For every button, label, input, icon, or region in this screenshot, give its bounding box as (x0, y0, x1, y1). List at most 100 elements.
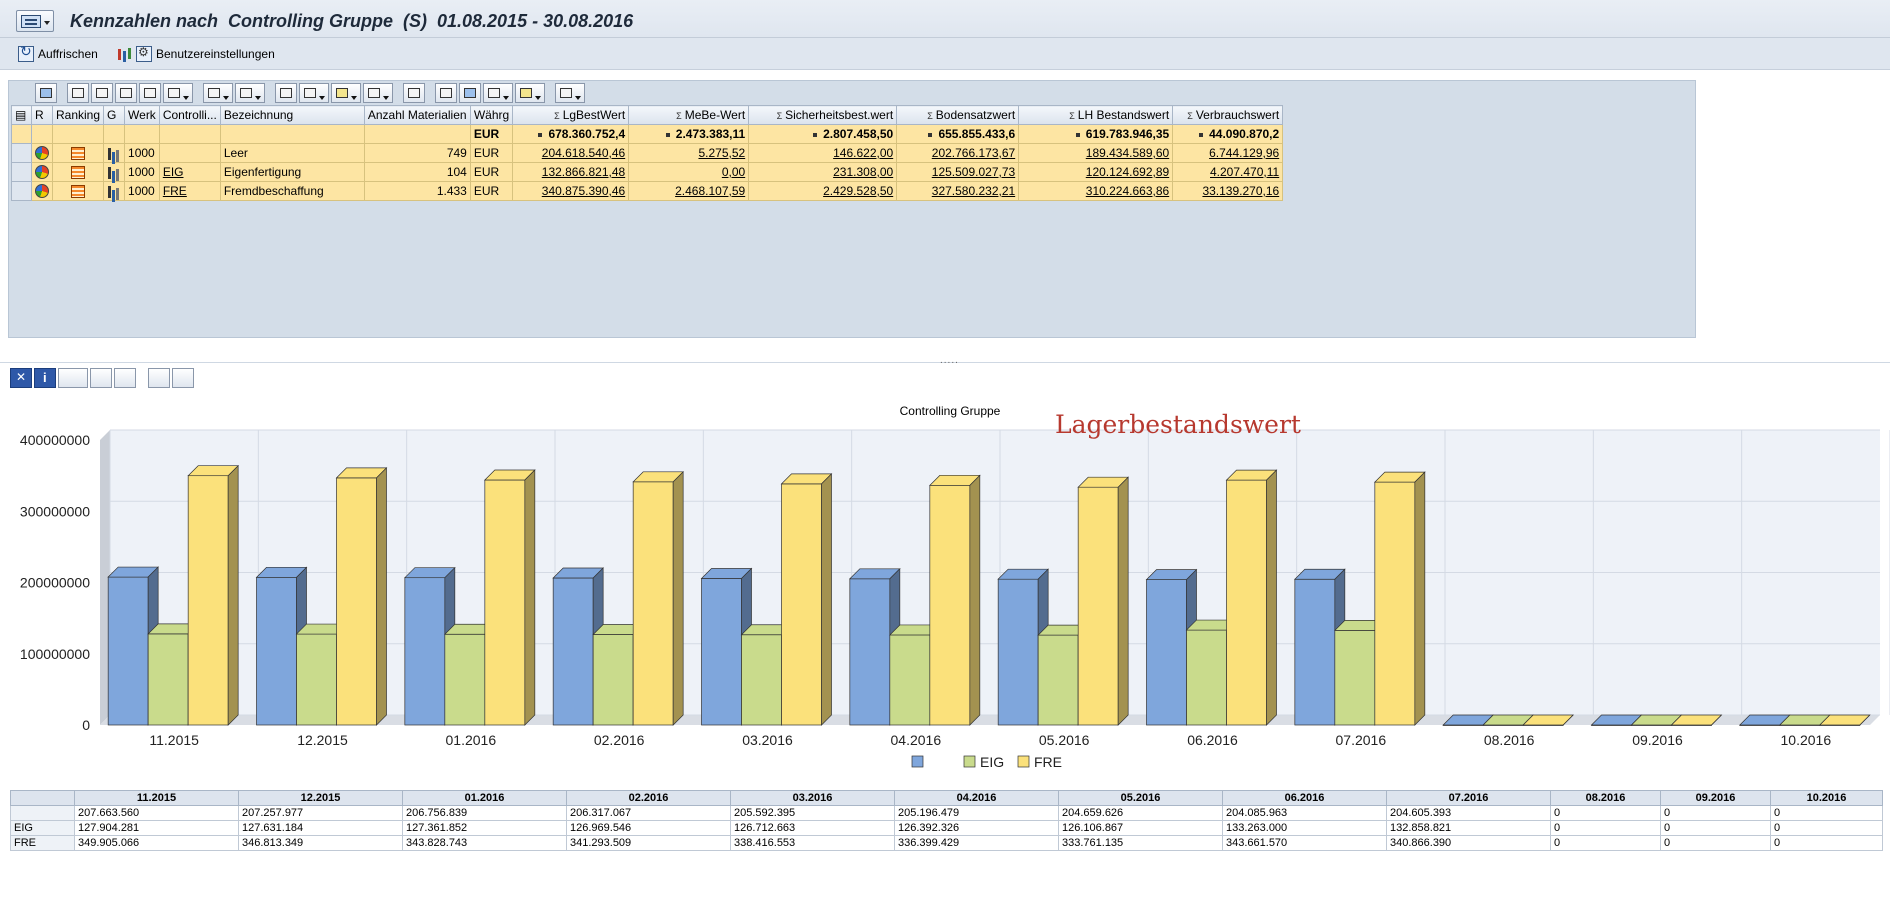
sort-desc-button[interactable] (91, 83, 113, 103)
chart-help-button[interactable] (90, 368, 112, 388)
chart-layout-button[interactable] (58, 368, 88, 388)
cell-sicherheit[interactable]: 231.308,00 (748, 162, 898, 182)
bar-front (187, 475, 229, 726)
y-tick-label: 200000000 (20, 575, 90, 591)
cell-mebe[interactable]: 0,00 (628, 162, 750, 182)
abc-analysis-button[interactable] (403, 83, 425, 103)
data-cell: 207.663.560 (74, 805, 239, 821)
bar-front (1037, 634, 1079, 726)
col-header-verbrauch[interactable]: Σ Verbrauchswert (1172, 105, 1284, 125)
row-selector[interactable] (11, 162, 32, 182)
chart-print-button[interactable] (172, 368, 194, 388)
cell-bodensatz[interactable]: 125.509.027,73 (896, 162, 1020, 182)
total-marker-icon (1075, 132, 1080, 137)
col-header-anzahl[interactable]: Anzahl Materialien (363, 105, 471, 125)
bar-front (701, 578, 742, 726)
annotation-label: Lagerbestandswert (1055, 410, 1301, 439)
splitter-handle[interactable]: ..... (940, 355, 959, 366)
cell-verbrauch[interactable]: 33.139.270,16 (1172, 181, 1284, 201)
views-button[interactable] (299, 83, 329, 103)
layout-button[interactable] (363, 83, 393, 103)
cell-count: 104 (363, 162, 471, 182)
ranking-list-icon[interactable] (71, 147, 86, 161)
col-header-lgbestwert[interactable]: Σ LgBestWert (512, 105, 630, 125)
data-cell: 341.293.509 (566, 835, 731, 851)
cell-verbrauch[interactable]: 4.207.470,11 (1172, 162, 1284, 182)
split-button[interactable] (483, 83, 513, 103)
system-menu-button[interactable] (16, 10, 54, 32)
graphic-button[interactable] (459, 83, 481, 103)
chart-info-button[interactable] (34, 368, 56, 388)
cell-group[interactable]: EIG (158, 162, 221, 182)
row-selector[interactable] (11, 143, 32, 163)
col-header-lh[interactable]: Σ LH Bestandswert (1018, 105, 1174, 125)
details-button[interactable] (35, 83, 57, 103)
user-settings-button[interactable]: Benutzereinstellungen (116, 45, 275, 62)
ranking-list-icon[interactable] (71, 185, 86, 199)
col-header-sicherheit[interactable]: Σ Sicherheitsbest.wert (748, 105, 898, 125)
bar-front (997, 578, 1039, 726)
tools-button[interactable] (555, 83, 585, 103)
row-selector[interactable] (11, 181, 32, 201)
row-selector[interactable] (11, 124, 32, 144)
chart-settings-button[interactable] (114, 368, 136, 388)
splitter[interactable] (0, 362, 1890, 366)
cell-sicherheit[interactable]: 146.622,00 (748, 143, 898, 163)
cell-lgbestwert[interactable]: 340.875.390,46 (512, 181, 630, 201)
cell-bodensatz[interactable]: 202.766.173,67 (896, 143, 1020, 163)
col-header-controlling[interactable]: Controlli... (158, 105, 221, 125)
chart-copy-button[interactable] (148, 368, 170, 388)
sum-button[interactable] (203, 83, 233, 103)
cell-mebe[interactable]: 2.468.107,59 (628, 181, 750, 201)
data-cell: 0 (1660, 820, 1771, 836)
sort-asc-button[interactable] (67, 83, 89, 103)
pie-chart-icon[interactable] (35, 146, 49, 161)
cell-group[interactable] (158, 143, 221, 163)
col-header-ranking[interactable]: Ranking (51, 105, 105, 125)
cell-mebe[interactable]: 5.275,52 (628, 143, 750, 163)
data-table-col-header: 09.2016 (1660, 790, 1771, 806)
x-tick-label: 11.2015 (149, 732, 199, 748)
pie-chart-icon[interactable] (35, 184, 49, 199)
column-chart-icon[interactable] (107, 184, 121, 199)
cell-group[interactable]: FRE (158, 181, 221, 201)
wrench-icon (560, 88, 572, 98)
cell-lgbestwert[interactable]: 132.866.821,48 (512, 162, 630, 182)
col-header-bodensatz[interactable]: Σ Bodensatzwert (896, 105, 1020, 125)
data-cell: 127.631.184 (238, 820, 403, 836)
sigma-icon: Σ (1187, 111, 1193, 121)
close-chart-button[interactable] (10, 368, 32, 388)
col-header-bezeichnung[interactable]: Bezeichnung (219, 105, 365, 125)
cell-lh[interactable]: 310.224.663,86 (1018, 181, 1174, 201)
column-chart-icon[interactable] (107, 146, 121, 161)
cell-lh[interactable]: 120.124.692,89 (1018, 162, 1174, 182)
col-header-werk[interactable]: Werk (124, 105, 160, 125)
chart-data-table-panel: 11.2015 12.2015 01.2016 02.2016 03.2016 04.20… (10, 790, 1883, 898)
refresh-button[interactable]: Auffrischen (18, 44, 98, 62)
cell-verbrauch[interactable]: 6.744.129,96 (1172, 143, 1284, 163)
hierarchy-button[interactable] (435, 83, 457, 103)
find-button[interactable] (115, 83, 137, 103)
pie-chart-icon[interactable] (35, 165, 49, 180)
cell-lgbestwert[interactable]: 204.618.540,46 (512, 143, 630, 163)
x-tick-label: 03.2016 (742, 732, 793, 748)
chart-type-button[interactable] (515, 83, 545, 103)
cell-bodensatz[interactable]: 327.580.232,21 (896, 181, 1020, 201)
select-all-cell[interactable]: ▤ (11, 105, 32, 125)
col-header-waehrung[interactable]: Währg (469, 105, 514, 125)
filter-button[interactable] (163, 83, 193, 103)
sigma-icon: Σ (676, 111, 682, 121)
column-chart-icon[interactable] (107, 165, 121, 180)
subtotal-button[interactable] (235, 83, 265, 103)
col-header-r[interactable]: R (31, 105, 53, 125)
col-header-g[interactable]: G (103, 105, 126, 125)
export-button[interactable] (331, 83, 361, 103)
find-next-button[interactable] (139, 83, 161, 103)
col-header-mebe[interactable]: Σ MeBe-Wert (628, 105, 750, 125)
cell-sicherheit[interactable]: 2.429.528,50 (748, 181, 898, 201)
table-settings-icon: ▤ (15, 108, 27, 122)
cell-lh[interactable]: 189.434.589,60 (1018, 143, 1174, 163)
total-marker-icon (665, 132, 670, 137)
ranking-list-icon[interactable] (71, 166, 86, 180)
print-preview-button[interactable] (275, 83, 297, 103)
